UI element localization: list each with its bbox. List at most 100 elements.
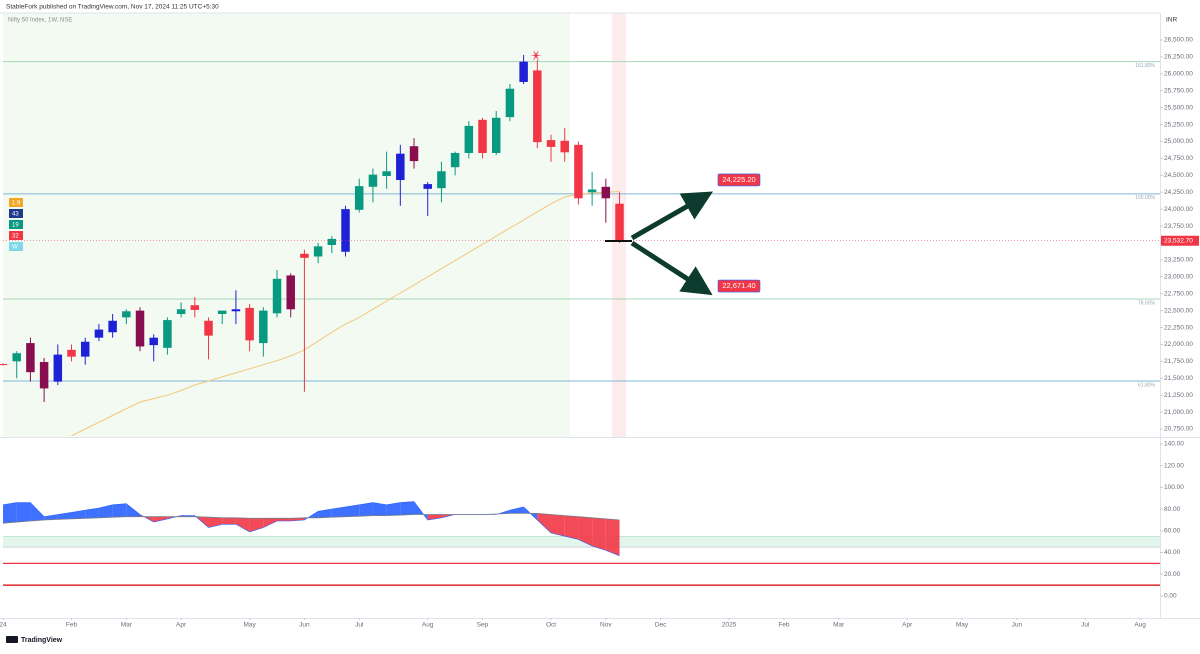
y-tick-label: 140.00	[1164, 441, 1184, 448]
brand-name: TradingView	[21, 637, 63, 644]
x-tick-label: Sep	[477, 622, 489, 629]
ribbon-fill	[153, 516, 168, 523]
x-tick-label: Apr	[902, 622, 913, 629]
candle-body	[67, 349, 76, 357]
y-tick-label: 40.00	[1164, 549, 1181, 556]
ribbon-fill	[537, 513, 552, 533]
last-price-label: 23,532.70	[1164, 237, 1193, 244]
x-tick-label: Feb	[66, 622, 78, 629]
y-tick-label: 21,500.00	[1164, 375, 1193, 382]
ribbon-fill	[427, 514, 442, 520]
candle-body	[190, 305, 200, 310]
ribbon-fill	[112, 503, 127, 518]
candle-body	[382, 171, 391, 176]
candle-body	[108, 320, 117, 333]
x-tick-label: Aug	[422, 622, 434, 629]
ribbon-fill	[605, 518, 620, 556]
candle-body	[12, 353, 21, 362]
candle-body	[396, 153, 405, 181]
candle-body	[423, 184, 432, 189]
target-box	[717, 173, 761, 187]
candle-body	[39, 362, 49, 389]
candle-body	[313, 246, 323, 257]
candle-body	[505, 88, 515, 118]
ribbon-fill	[564, 515, 579, 540]
x-tick-label: May	[243, 622, 256, 629]
signal-star	[530, 50, 542, 61]
candle-body	[204, 320, 213, 336]
ribbon-fill	[85, 508, 99, 519]
candle-body	[437, 171, 446, 189]
y-tick-label: 22,250.00	[1164, 324, 1193, 331]
candle-body	[122, 311, 131, 318]
y-tick-label: 120.00	[1164, 462, 1184, 469]
ribbon-fill	[345, 504, 360, 517]
candle-body	[491, 117, 501, 153]
candle-body	[533, 70, 542, 143]
badge	[9, 220, 23, 229]
currency: INR	[1166, 17, 1178, 24]
brand-logo	[6, 636, 18, 643]
arrow-down	[630, 240, 713, 296]
ribbon-fill	[277, 518, 291, 522]
badge-label: 1.9	[12, 200, 21, 206]
y-tick-label: 23,750.00	[1164, 223, 1193, 230]
fib-level-label: 100.00%	[1135, 195, 1155, 201]
badge-label: 32	[12, 233, 19, 239]
y-tick-label: 25,250.00	[1164, 121, 1193, 128]
symbol-title: Nifty 50 Index, 1W, NSE	[8, 18, 72, 24]
candle-body	[560, 140, 569, 153]
candle-body	[519, 61, 528, 82]
x-tick-label: 24	[0, 622, 7, 629]
ribbon-fill	[3, 502, 17, 524]
candle-body	[286, 275, 295, 310]
fib-level-label: 78.60%	[1138, 300, 1156, 306]
candle-body	[450, 152, 460, 168]
published-by: StableFork published on TradingView.com,…	[6, 4, 219, 11]
candle-body	[217, 310, 227, 315]
candle-body	[354, 186, 364, 210]
ribbon-fill	[290, 517, 305, 522]
candle-body	[245, 307, 254, 341]
y-tick-label: 26,000.00	[1164, 71, 1193, 78]
badge-label: 19	[12, 222, 19, 228]
candle-body	[546, 140, 556, 147]
x-tick-label: Dec	[655, 622, 667, 629]
badge	[9, 242, 23, 251]
ribbon-fill	[222, 517, 236, 525]
y-tick-label: 25,000.00	[1164, 138, 1193, 145]
badge-label: W	[12, 244, 18, 250]
y-tick-label: 23,250.00	[1164, 257, 1193, 264]
band	[3, 536, 1160, 548]
y-tick-label: 24,500.00	[1164, 172, 1193, 179]
target-label: 24,225.20	[722, 175, 755, 184]
candle-body	[231, 309, 241, 312]
x-tick-label: May	[956, 622, 969, 629]
y-tick-label: 22,500.00	[1164, 307, 1193, 314]
ribbon-fill	[331, 506, 346, 518]
x-tick-label: Apr	[176, 622, 187, 629]
y-tick-label: 21,000.00	[1164, 409, 1193, 416]
badge	[9, 231, 23, 240]
y-tick-label: 100.00	[1164, 484, 1184, 491]
highlight-zone	[3, 13, 570, 437]
ribbon-fill	[509, 506, 524, 514]
candle-body	[94, 329, 104, 338]
candle-body	[135, 310, 145, 347]
candle-body	[368, 174, 378, 187]
candle-body	[300, 253, 309, 258]
ribbon-fill	[44, 514, 58, 520]
annotations	[530, 50, 714, 296]
x-tick-label: Oct	[546, 622, 556, 629]
badge	[9, 198, 23, 207]
ribbon-fill	[318, 509, 332, 518]
y-tick-label: 22,000.00	[1164, 341, 1193, 348]
ribbon-fill	[386, 502, 401, 516]
brand: TradingView	[6, 636, 63, 644]
fib-level-label: 161.80%	[1135, 63, 1155, 69]
ribbon-fill	[263, 518, 278, 528]
y-tick-label: 25,750.00	[1164, 87, 1193, 94]
candle-body	[574, 144, 583, 199]
candle-body	[149, 337, 158, 346]
